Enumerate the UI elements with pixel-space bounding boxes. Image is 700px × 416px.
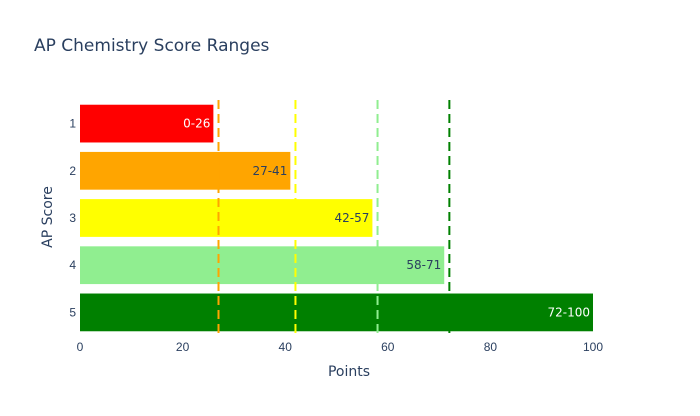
bar-label-score-1: 0-26	[183, 117, 210, 131]
x-tick-label: 100	[583, 340, 603, 354]
y-tick-label: 3	[69, 211, 76, 225]
bar-score-5	[80, 293, 593, 332]
bar-score-4	[80, 246, 445, 285]
y-axis-label: AP Score	[40, 186, 56, 248]
bar-label-score-5: 72-100	[547, 305, 590, 319]
x-axis-ticks: 0 20 40 60 80 100	[77, 340, 604, 354]
bar-labels-group: 0-26 27-41 42-57 58-71 72-100	[183, 117, 590, 320]
bar-score-3	[80, 199, 373, 237]
bars-group	[80, 104, 593, 332]
bar-label-score-2: 27-41	[252, 164, 287, 178]
x-tick-label: 80	[484, 340, 498, 354]
y-tick-label: 1	[69, 117, 76, 131]
x-tick-label: 20	[176, 340, 190, 354]
y-tick-label: 4	[69, 258, 76, 272]
threshold-lines-group	[217, 100, 451, 336]
x-tick-label: 60	[381, 340, 395, 354]
bar-label-score-3: 42-57	[335, 211, 370, 225]
x-tick-label: 40	[279, 340, 293, 354]
x-tick-label: 0	[77, 340, 84, 354]
bar-score-2	[80, 151, 291, 190]
bar-score-1	[80, 104, 214, 143]
y-axis-ticks: 1 2 3 4 5	[69, 117, 76, 320]
y-tick-label: 5	[69, 305, 76, 319]
y-tick-label: 2	[69, 164, 76, 178]
bar-label-score-4: 58-71	[406, 258, 441, 272]
chart-title: AP Chemistry Score Ranges	[34, 36, 270, 56]
x-axis-label: Points	[328, 364, 370, 380]
